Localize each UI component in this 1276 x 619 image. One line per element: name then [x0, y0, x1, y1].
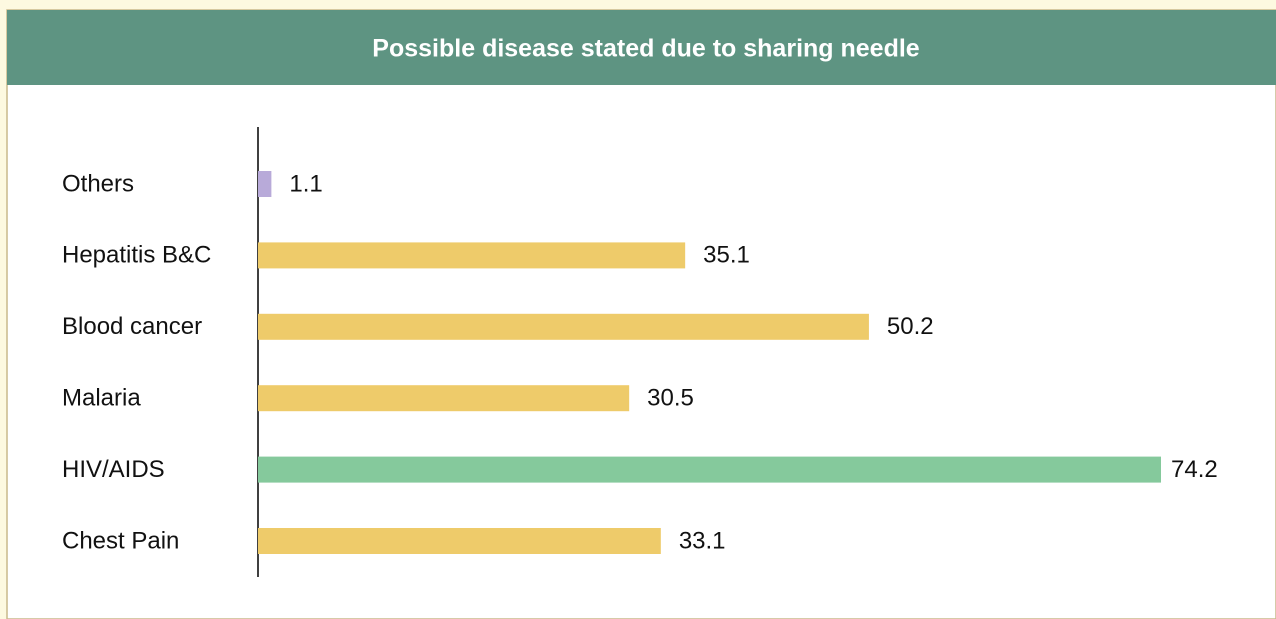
- category-label: HIV/AIDS: [62, 456, 165, 483]
- category-label: Others: [62, 170, 134, 197]
- bar: [258, 385, 630, 412]
- chart-title: Possible disease stated due to sharing n…: [372, 35, 919, 63]
- bar: [258, 456, 1161, 483]
- category-label: Chest Pain: [62, 527, 179, 554]
- value-label: 50.2: [887, 313, 934, 340]
- value-label: 30.5: [647, 385, 694, 412]
- bar: [258, 242, 686, 269]
- category-label: Hepatitis B&C: [62, 242, 211, 269]
- bar: [258, 171, 272, 197]
- bar: [258, 528, 661, 554]
- value-label: 33.1: [679, 527, 726, 554]
- category-label: Blood cancer: [62, 313, 202, 340]
- category-label: Malaria: [62, 385, 141, 412]
- value-label: 1.1: [289, 170, 322, 197]
- value-label: 74.2: [1171, 456, 1218, 483]
- bar: [258, 313, 869, 340]
- panel-header: [7, 10, 1276, 85]
- value-label: 35.1: [703, 242, 750, 269]
